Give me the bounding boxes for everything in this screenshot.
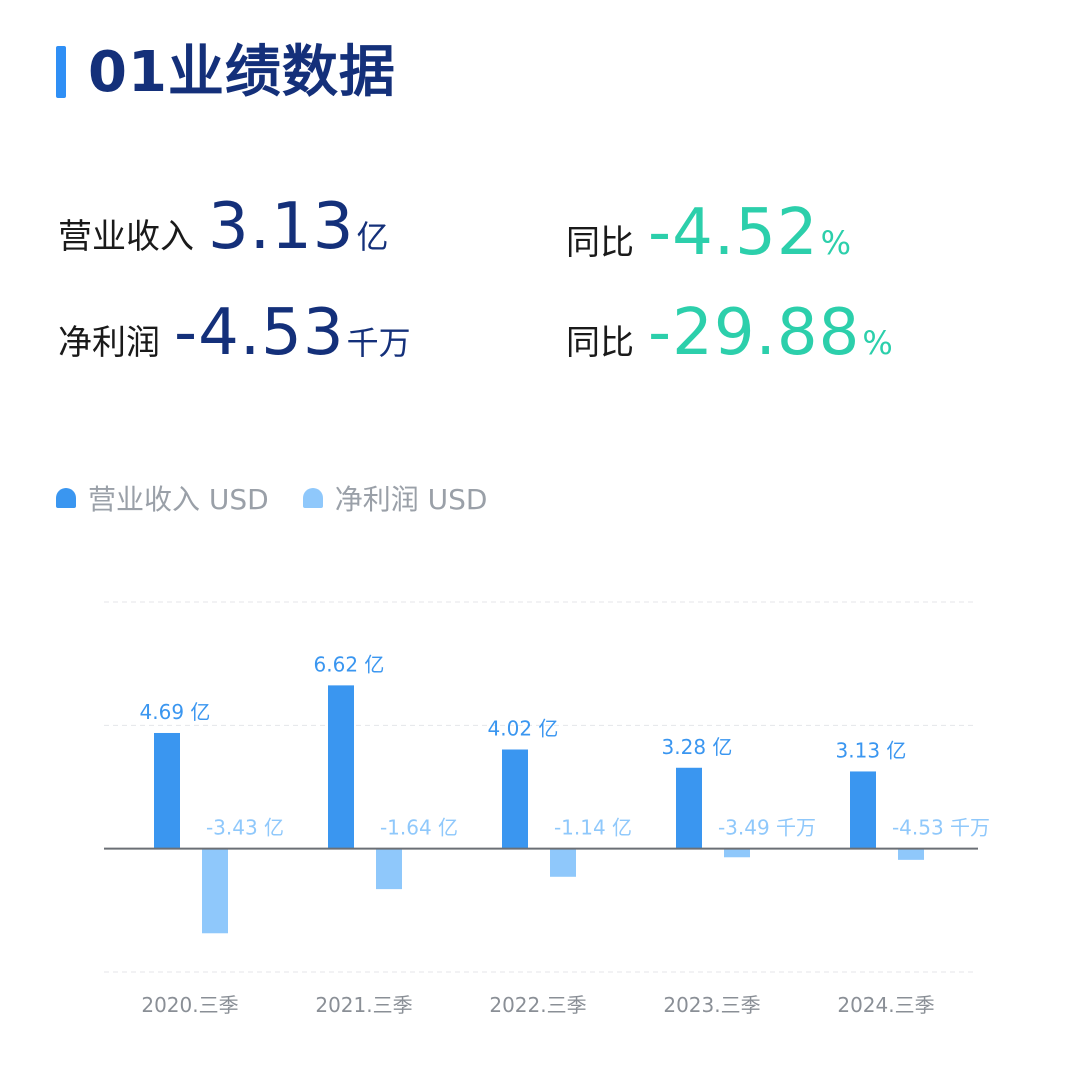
revenue-yoy-unit: % — [820, 224, 851, 262]
revenue-label: 营业收入 — [58, 217, 194, 257]
net-profit-yoy-unit: % — [862, 324, 893, 362]
net-profit-data-label-1: -1.64 亿 — [380, 816, 458, 840]
legend-swatch-revenue — [56, 488, 76, 508]
net-profit-data-label-3: -3.49 千万 — [718, 816, 816, 840]
net-profit-label: 净利润 — [58, 323, 160, 363]
title-accent-bar — [56, 46, 66, 98]
legend-swatch-net-profit — [302, 488, 323, 508]
revenue-data-label-2: 4.02 亿 — [488, 717, 559, 741]
revenue-data-label-3: 3.28 亿 — [662, 735, 733, 759]
legend-item-net-profit[interactable]: 净利润 USD — [302, 478, 488, 518]
revenue-bar-1 — [328, 685, 354, 849]
x-tick-label-4: 2024.三季 — [837, 993, 934, 1017]
net-profit-yoy-metric: 同比 -29.88% — [566, 296, 893, 370]
x-tick-label-2: 2022.三季 — [489, 993, 586, 1017]
revenue-data-label-4: 3.13 亿 — [836, 738, 907, 762]
x-tick-label-0: 2020.三季 — [141, 993, 238, 1017]
net-profit-bar-4 — [898, 848, 924, 860]
revenue-data-label-1: 6.62 亿 — [314, 652, 385, 676]
legend-label-revenue: 营业收入 USD — [88, 483, 269, 516]
revenue-value: 3.13 — [208, 190, 355, 264]
net-profit-bar-1 — [376, 848, 402, 890]
revenue-bar-4 — [850, 771, 876, 849]
net-profit-data-label-4: -4.53 千万 — [892, 816, 990, 840]
net-profit-unit: 千万 — [346, 324, 411, 362]
net-profit-bar-2 — [550, 848, 576, 877]
revenue-yoy-metric: 同比 -4.52% — [566, 196, 851, 270]
net-profit-yoy-label: 同比 — [566, 323, 634, 363]
x-tick-label-3: 2023.三季 — [663, 993, 760, 1017]
revenue-metric: 营业收入 3.13亿 — [58, 190, 389, 264]
bar-chart: 4.69 亿 -3.43 亿 2020.三季 6.62 亿 -1.64 亿 2021.三季… — [104, 601, 990, 1017]
net-profit-yoy-value: -29.88 — [648, 296, 861, 370]
net-profit-bar-0 — [202, 848, 228, 934]
net-profit-data-label-2: -1.14 亿 — [554, 816, 632, 840]
revenue-yoy-value: -4.52 — [648, 196, 819, 270]
net-profit-value: -4.53 — [174, 296, 345, 370]
revenue-bar-0 — [154, 732, 180, 849]
revenue-data-label-0: 4.69 亿 — [140, 700, 211, 724]
revenue-yoy-label: 同比 — [566, 223, 634, 263]
chart-legend: 营业收入 USD 净利润 USD — [56, 478, 521, 518]
net-profit-metric: 净利润 -4.53千万 — [58, 296, 411, 370]
x-tick-label-1: 2021.三季 — [315, 993, 412, 1017]
legend-item-revenue[interactable]: 营业收入 USD — [56, 478, 269, 518]
revenue-unit: 亿 — [356, 218, 389, 256]
net-profit-bar-3 — [724, 848, 750, 858]
page-title: 01业绩数据 — [88, 40, 396, 105]
revenue-bar-2 — [502, 749, 528, 849]
net-profit-data-label-0: -3.43 亿 — [206, 816, 284, 840]
legend-label-net-profit: 净利润 USD — [334, 483, 488, 516]
revenue-bar-3 — [676, 767, 702, 849]
